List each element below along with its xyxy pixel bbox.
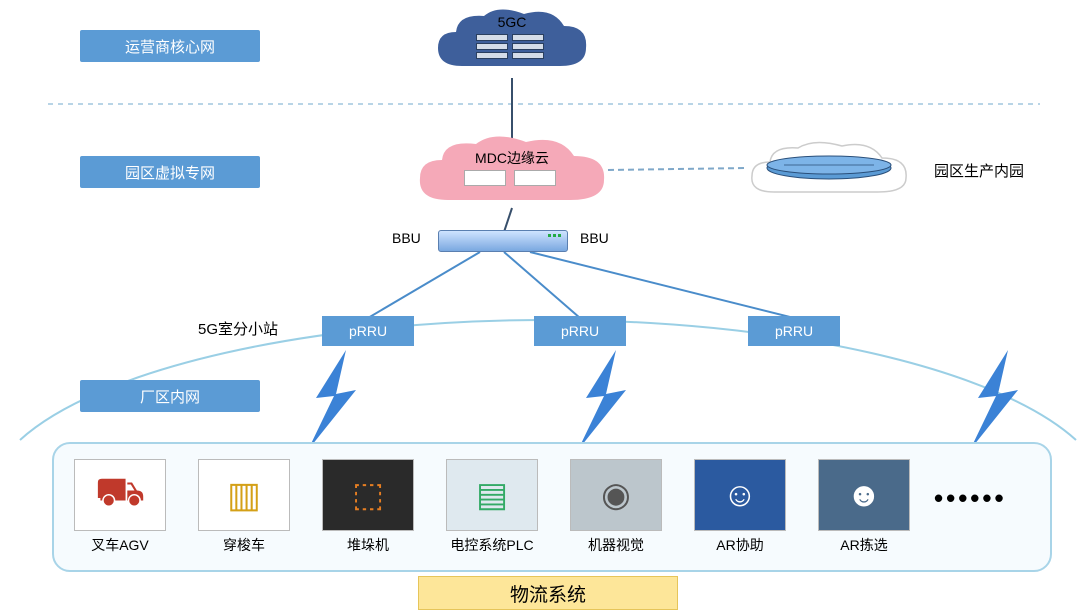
prod-label: 园区生产内园 — [934, 160, 1024, 181]
prru-1-label: pRRU — [349, 323, 387, 339]
prru-3-label: pRRU — [775, 323, 813, 339]
device-5-img: ☺ — [694, 459, 786, 531]
device-3-img: ▤ — [446, 459, 538, 531]
device-1-img: ▥ — [198, 459, 290, 531]
device-4-label: 机器视觉 — [588, 535, 644, 555]
cloud-production — [744, 138, 914, 202]
device-1-label: 穿梭车 — [223, 535, 265, 555]
bottom-banner-text: 物流系统 — [510, 580, 586, 607]
device-2: ⬚ 堆垛机 — [320, 459, 416, 555]
bolt-1 — [296, 350, 376, 450]
station-label: 5G室分小站 — [198, 318, 278, 339]
prru-2: pRRU — [534, 316, 626, 346]
layer-label-vpn-text: 园区虚拟专网 — [125, 162, 215, 183]
device-6-img: ☻ — [818, 459, 910, 531]
device-6-label: AR拣选 — [840, 535, 887, 555]
line-bbu-p1 — [368, 252, 480, 318]
layer-label-core-text: 运营商核心网 — [125, 36, 215, 57]
more-dots-icon: •••••• — [934, 483, 1007, 514]
line-bbu-p2 — [504, 252, 580, 318]
cloud-mdc-label: MDC边缘云 — [475, 148, 549, 168]
prru-1: pRRU — [322, 316, 414, 346]
prru-3: pRRU — [748, 316, 840, 346]
device-5: ☺ AR协助 — [692, 459, 788, 555]
device-3: ▤ 电控系统PLC — [444, 459, 540, 555]
device-4: ◉ 机器视觉 — [568, 459, 664, 555]
prod-oval-icon — [764, 154, 894, 182]
layer-label-intranet-text: 厂区内网 — [140, 386, 200, 407]
prru-2-label: pRRU — [561, 323, 599, 339]
cloud-mdc: MDC边缘云 — [412, 132, 612, 214]
bbu-label-left: BBU — [392, 230, 421, 246]
device-0: ⛟ 叉车AGV — [72, 459, 168, 555]
bbu-label-right: BBU — [580, 230, 609, 246]
device-5-label: AR协助 — [716, 535, 763, 555]
device-3-label: 电控系统PLC — [450, 535, 533, 555]
device-4-img: ◉ — [570, 459, 662, 531]
cloud-5gc-label: 5GC — [498, 14, 527, 30]
line-bbu-p3 — [530, 252, 794, 318]
bottom-banner: 物流系统 — [418, 576, 678, 610]
device-2-img: ⬚ — [322, 459, 414, 531]
device-area: ⛟ 叉车AGV ▥ 穿梭车 ⬚ 堆垛机 ▤ 电控系统PLC ◉ 机器视觉 ☺ A… — [52, 442, 1052, 572]
device-0-label: 叉车AGV — [91, 535, 149, 555]
layer-label-vpn: 园区虚拟专网 — [80, 156, 260, 188]
mdc-server-icon — [464, 170, 556, 186]
device-2-label: 堆垛机 — [347, 535, 389, 555]
bolt-2 — [566, 350, 646, 450]
device-1: ▥ 穿梭车 — [196, 459, 292, 555]
layer-label-core: 运营商核心网 — [80, 30, 260, 62]
cloud-5gc: 5GC — [432, 6, 592, 86]
line-mid-right — [608, 168, 748, 170]
bbu-device — [438, 230, 568, 252]
bolt-3 — [958, 350, 1038, 450]
device-6: ☻ AR拣选 — [816, 459, 912, 555]
device-0-img: ⛟ — [74, 459, 166, 531]
server-rack-icon — [476, 34, 544, 59]
layer-label-intranet: 厂区内网 — [80, 380, 260, 412]
